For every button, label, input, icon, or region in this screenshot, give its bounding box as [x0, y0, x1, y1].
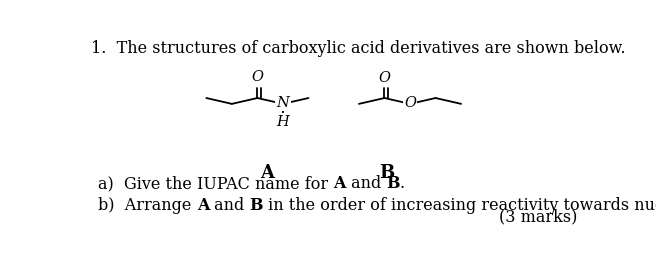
Text: a)  Give the IUPAC name for: a) Give the IUPAC name for [98, 175, 333, 192]
Text: in the order of increasing reactivity towards nucleophilic substitution.: in the order of increasing reactivity to… [263, 198, 656, 214]
Text: 1.  The structures of carboxylic acid derivatives are shown below.: 1. The structures of carboxylic acid der… [91, 40, 626, 57]
Text: O: O [251, 70, 264, 84]
Text: B: B [379, 164, 395, 182]
Text: A: A [260, 164, 275, 182]
Text: B: B [386, 175, 400, 192]
Text: and: and [346, 175, 386, 192]
Text: (3 marks): (3 marks) [499, 208, 578, 225]
Text: N: N [277, 96, 289, 110]
Text: and: and [209, 198, 250, 214]
Text: .: . [400, 175, 405, 192]
Text: A: A [197, 198, 209, 214]
Text: O: O [379, 71, 390, 85]
Text: O: O [404, 96, 416, 110]
Text: B: B [250, 198, 263, 214]
Text: b)  Arrange: b) Arrange [98, 198, 197, 214]
Text: H: H [277, 115, 289, 129]
Text: A: A [333, 175, 346, 192]
